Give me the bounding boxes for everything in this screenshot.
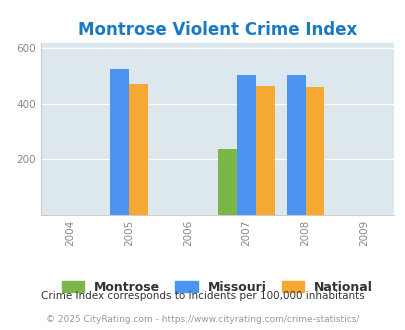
Title: Montrose Violent Crime Index: Montrose Violent Crime Index — [77, 20, 356, 39]
Bar — [305, 87, 324, 214]
Bar — [256, 86, 274, 214]
Bar — [237, 75, 256, 214]
Bar — [286, 75, 305, 214]
Bar — [218, 149, 237, 214]
Bar — [129, 84, 147, 214]
Legend: Montrose, Missouri, National: Montrose, Missouri, National — [56, 276, 377, 299]
Text: © 2025 CityRating.com - https://www.cityrating.com/crime-statistics/: © 2025 CityRating.com - https://www.city… — [46, 315, 359, 324]
Text: Crime Index corresponds to incidents per 100,000 inhabitants: Crime Index corresponds to incidents per… — [41, 291, 364, 301]
Bar — [110, 69, 129, 214]
